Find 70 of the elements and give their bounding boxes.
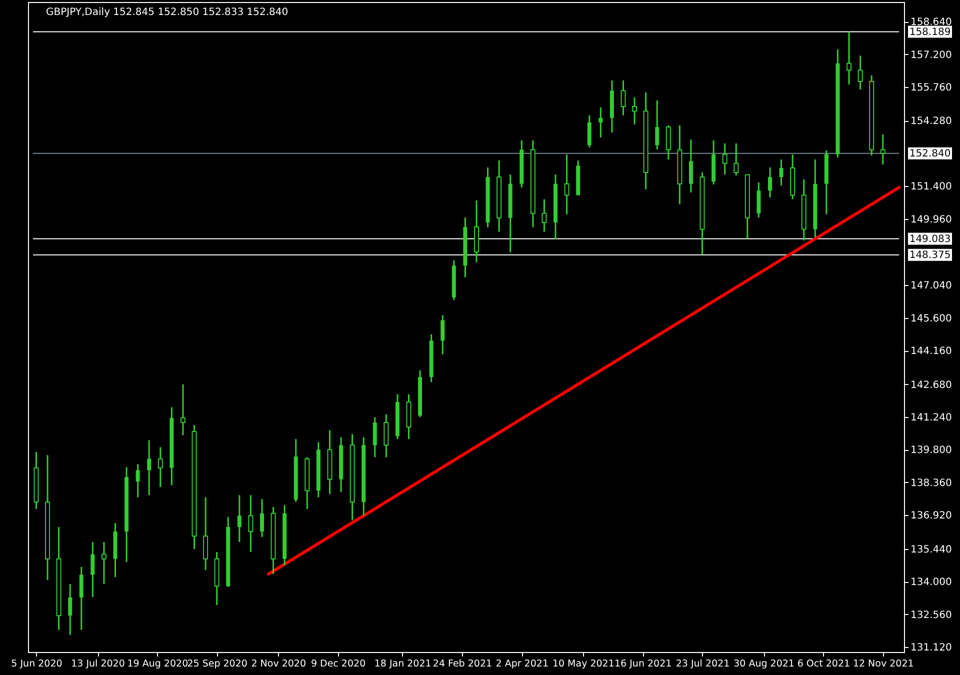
candlestick [79,566,84,631]
candlestick [136,463,140,498]
x-tick-label: 2 Nov 2020 [251,658,306,670]
x-tick-label: 10 May 2021 [552,658,614,670]
y-tick-label: 132.560 [910,610,952,621]
candlestick [632,96,638,126]
candlestick [768,166,772,198]
y-tick-label: 134.000 [910,577,952,588]
candlestick [779,158,784,186]
candlestick [880,134,886,166]
candlestick [587,114,592,148]
x-tick-label: 16 Jun 2021 [614,658,672,670]
candlestick [655,100,660,150]
x-tick-label: 19 Aug 2020 [127,658,188,670]
y-tick-label: 145.600 [910,313,952,324]
ref-line-label: 158.189 [909,26,951,38]
candlestick [372,416,377,458]
x-tick-label: 24 Feb 2021 [432,658,492,670]
chart-title: GBPJPY,Daily 152.845 152.850 152.833 152.840 [46,7,288,18]
y-tick-label: 155.760 [910,82,952,94]
x-tick-label: 6 Oct 2021 [797,658,850,670]
candlestick [542,198,547,233]
x-tick-label: 25 Sep 2020 [187,658,248,670]
y-tick-label: 149.960 [910,214,952,226]
candlestick [598,106,603,138]
candlestick [858,54,863,90]
x-tick-label: 23 Jul 2021 [676,658,730,670]
candlestick [564,154,570,216]
candlestick [756,182,761,218]
x-tick-label: 9 Dec 2020 [310,658,366,670]
y-tick-label: 158.640 [910,17,952,28]
candlestick [203,496,208,571]
candlestick [688,138,693,194]
y-tick-label: 151.400 [910,182,952,193]
candlestick [722,142,728,176]
ref-line-label: 149.083 [909,234,951,245]
y-tick-label: 142.680 [910,380,952,391]
y-tick-label: 139.800 [910,445,952,456]
y-tick-label: 136.920 [910,510,952,522]
candlestick [237,494,242,543]
candlestick [158,446,163,488]
candlestick [384,414,389,458]
y-tick-label: 131.120 [910,642,952,654]
y-tick-label: 144.160 [910,346,952,358]
candlestick [68,583,72,636]
candlestick [734,142,739,176]
y-tick-label: 147.040 [910,280,952,292]
candlestick [248,494,254,553]
x-tick-label: 2 Apr 2021 [496,658,548,670]
x-tick-label: 13 Jul 2020 [71,658,125,670]
candlestick [666,124,671,160]
candlestick [90,541,95,598]
candlestick [180,384,186,436]
x-tick-label: 12 Nov 2021 [852,658,914,670]
candlestick [620,80,626,116]
candlestick [440,314,445,356]
candlestick [846,31,852,86]
candlestick [260,498,264,538]
x-tick-label: 5 Jun 2020 [11,658,62,670]
y-tick-label: 154.280 [910,116,952,128]
y-tick-label: 138.360 [910,478,952,489]
x-tick-label: 30 Aug 2021 [734,658,794,670]
x-tick-label: 18 Jan 2021 [374,658,432,670]
y-tick-label: 141.240 [910,412,952,424]
ref-line-label: 152.840 [909,148,951,160]
candlestick [147,439,152,496]
y-tick-label: 135.440 [910,544,952,556]
candlestick [101,541,106,585]
ref-line-label: 148.375 [909,250,951,261]
y-tick-label: 157.200 [910,50,952,61]
